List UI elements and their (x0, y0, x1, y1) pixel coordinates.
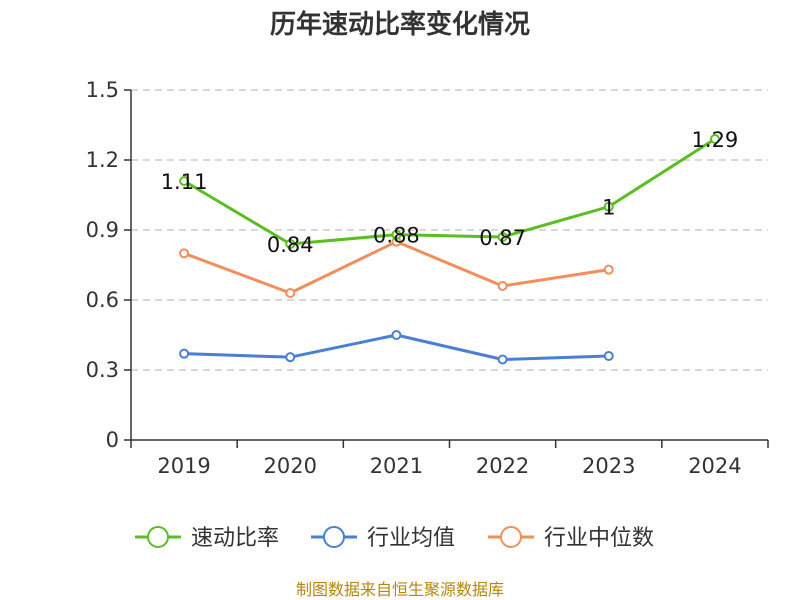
legend-item[interactable]: 行业均值 (311, 526, 455, 551)
y-tick-label: 1.5 (86, 78, 119, 102)
data-point[interactable] (603, 264, 614, 275)
y-tick-label: 0.6 (86, 288, 119, 312)
data-label: 0.84 (267, 233, 314, 257)
data-point[interactable] (391, 229, 402, 240)
series-2 (179, 330, 614, 365)
x-tick-label: 2021 (370, 454, 423, 478)
chart-title: 历年速动比率变化情况 (270, 9, 530, 40)
source-note: 制图数据来自恒生聚源数据库 (296, 580, 504, 599)
y-tick-label: 1.2 (86, 148, 119, 172)
legend-label: 行业中位数 (544, 526, 654, 551)
series-line (183, 240, 609, 295)
legend-swatch-marker (500, 526, 522, 548)
data-point[interactable] (391, 330, 402, 340)
legend[interactable]: 速动比率 行业均值 行业中位数 (135, 526, 654, 551)
data-point[interactable] (285, 239, 296, 249)
data-point[interactable] (497, 232, 508, 242)
series-lines (179, 134, 720, 365)
series-line (183, 137, 716, 246)
data-point[interactable] (497, 281, 508, 291)
legend-swatch-marker (147, 526, 169, 548)
x-tick-label: 2020 (264, 454, 317, 478)
y-tick-label: 0 (106, 428, 119, 452)
data-label: 1.11 (161, 170, 208, 194)
legend-item[interactable]: 速动比率 (135, 526, 279, 551)
data-point[interactable] (179, 348, 190, 359)
data-point[interactable] (179, 248, 190, 259)
data-label: 1 (602, 196, 615, 220)
x-tick-label: 2022 (476, 454, 529, 478)
x-tick-label: 2023 (582, 454, 635, 478)
y-tick-label: 0.9 (86, 218, 119, 242)
data-point[interactable] (497, 354, 508, 365)
x-tick-label: 2024 (688, 454, 741, 478)
data-point[interactable] (603, 201, 614, 212)
y-tick-label: 0.3 (86, 358, 119, 382)
data-labels: 1.11 0.84 0.88 0.87 1 1.29 (161, 128, 739, 257)
grid-lines (131, 89, 768, 371)
x-tick-label: 2019 (157, 454, 210, 478)
series-1 (179, 134, 720, 249)
legend-swatch-marker (323, 526, 345, 548)
axes: 0 0.3 0.6 0.9 1.2 1.5 2019 2020 2021 2022 2023 2024 (86, 78, 769, 478)
legend-label: 行业均值 (367, 526, 455, 551)
data-point[interactable] (179, 176, 190, 186)
data-label: 0.88 (373, 224, 420, 248)
legend-item[interactable]: 行业中位数 (488, 526, 654, 551)
data-point[interactable] (709, 134, 720, 144)
data-point[interactable] (285, 288, 296, 298)
data-point[interactable] (603, 351, 614, 361)
data-label: 0.87 (479, 226, 526, 250)
series-3 (179, 236, 614, 298)
data-point[interactable] (285, 352, 296, 363)
legend-label: 速动比率 (191, 526, 279, 551)
data-label: 1.29 (692, 128, 739, 152)
